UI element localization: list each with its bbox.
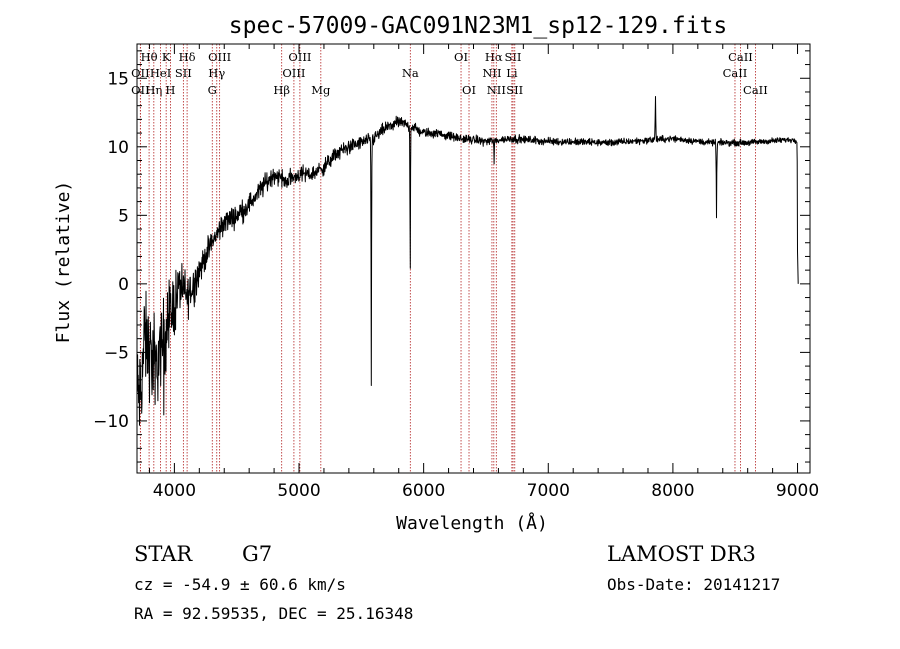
y-tick-label--10: −10 [93,412,129,432]
y-tick-label-15: 15 [107,69,129,89]
marker-label-0: Hθ [141,50,158,64]
marker-label-26: CaII [723,66,748,80]
marker-label-9: OIII [208,50,231,64]
marker-label-5: HeI [150,66,171,80]
object-subclass: G7 [242,542,272,566]
marker-label-6: H [165,83,175,97]
x-tick-label-4000: 4000 [153,481,196,501]
marker-label-16: Na [402,66,419,80]
spectrum-series [136,96,799,426]
marker-label-13: OIII [282,66,305,80]
x-tick-label-8000: 8000 [651,481,694,501]
coordinates: RA = 92.59535, DEC = 25.16348 [134,604,413,623]
marker-label-12: OIII [288,50,311,64]
marker-label-1: OII [131,66,150,80]
redshift-value: cz = -54.9 ± 60.6 km/s [134,575,346,594]
object-class: STAR [134,542,193,566]
x-tick-label-7000: 7000 [527,481,570,501]
marker-label-15: Mg [311,83,331,97]
marker-label-3: Hη [145,83,162,97]
y-tick-label--5: −5 [104,343,129,363]
plot-frame [136,43,811,474]
marker-label-21: NII [487,83,506,97]
x-tick-label-6000: 6000 [402,481,445,501]
marker-label-8: SII [175,66,192,80]
marker-label-23: Li [506,66,518,80]
marker-label-27: CaII [743,83,768,97]
x-tick-label-5000: 5000 [277,481,320,501]
y-tick-label-5: 5 [118,206,129,226]
marker-label-24: SII [506,83,523,97]
marker-label-22: SII [505,50,522,64]
y-tick-label-0: 0 [118,275,129,295]
marker-label-25: CaII [728,50,753,64]
marker-label-19: Hα [485,50,503,64]
marker-label-20: NII [482,66,501,80]
axis-ticks: 4000 5000 6000 7000 8000 9000 −10 −5 0 5 10 15 [93,44,819,501]
x-tick-label-9000: 9000 [776,481,819,501]
data-release: LAMOST DR3 [607,542,756,566]
marker-label-11: G [208,83,217,97]
marker-label-17: OI [454,50,468,64]
marker-label-4: K [162,50,171,64]
x-axis-label: Wavelength (Å) [396,512,548,534]
y-axis-label: Flux (relative) [53,181,74,344]
marker-label-7: Hδ [179,50,196,64]
marker-label-14: Hβ [273,83,290,97]
marker-label-10: Hγ [208,66,225,80]
y-tick-label-10: 10 [107,138,129,158]
marker-label-2: OII [131,83,150,97]
chart-title: spec-57009-GAC091N23M1_sp12-129.fits [229,13,728,39]
spectrum-line [136,96,799,426]
marker-label-18: OI [462,83,476,97]
observation-date: Obs-Date: 20141217 [607,575,780,594]
